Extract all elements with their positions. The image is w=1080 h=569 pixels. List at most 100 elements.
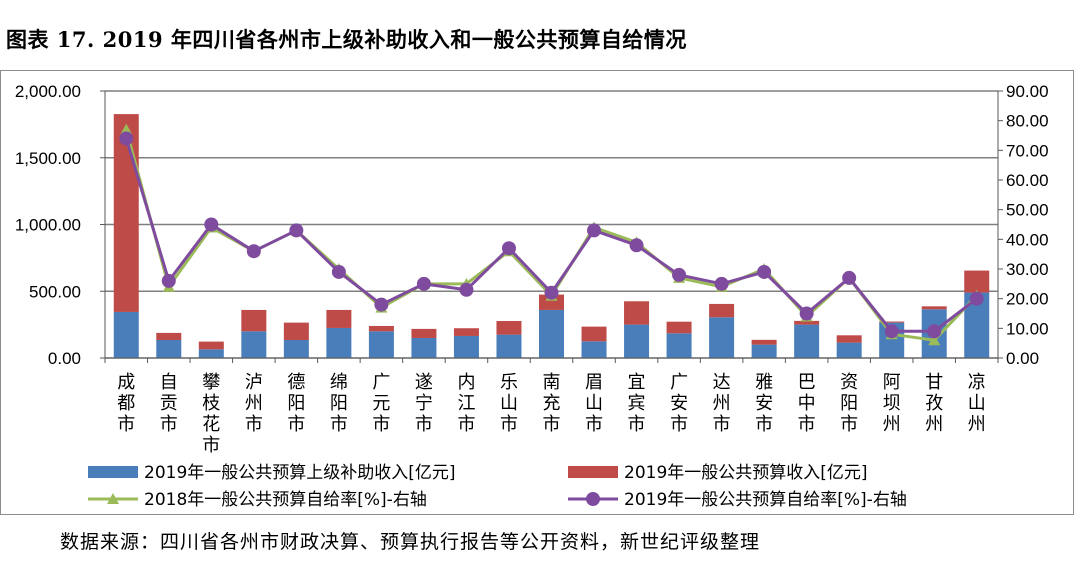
category-label-13: 广 — [670, 372, 688, 393]
rate-2019-point-11 — [587, 223, 602, 238]
category-label-0: 市 — [117, 414, 135, 435]
rate-2019-point-16 — [799, 306, 814, 321]
bar-subsidy-15 — [751, 344, 777, 358]
bar-subsidy-13 — [666, 333, 692, 358]
bar-subsidy-8 — [453, 335, 479, 358]
bar-subsidy-17 — [836, 342, 862, 358]
category-label-11: 山 — [585, 393, 603, 414]
legend: 2019年一般公共预算上级补助收入[亿元] 2019年一般公共预算收入[亿元] 20… — [88, 463, 907, 510]
source-note: 数据来源：四川省各州市财政决算、预算执行报告等公开资料，新世纪评级整理 — [60, 531, 761, 553]
category-label-10: 市 — [543, 414, 561, 435]
category-label-13: 安 — [670, 393, 688, 414]
bar-budget-9 — [496, 321, 522, 335]
rate-2019-point-13 — [672, 267, 687, 282]
right-axis-tick-label: 80.00 — [1006, 112, 1049, 131]
chart-frame — [0, 70, 1074, 515]
category-label-18: 阿 — [883, 372, 901, 393]
left-axis-tick-label: 1,000.00 — [15, 216, 81, 235]
rate-2019-point-2 — [204, 217, 219, 232]
bar-budget-19 — [921, 306, 947, 310]
right-axis-tick-label: 50.00 — [1006, 201, 1049, 220]
right-axis-tick-label: 90.00 — [1006, 82, 1049, 101]
category-label-2: 攀 — [202, 372, 220, 393]
rate-2019-point-10 — [544, 285, 559, 300]
rate-2019-point-6 — [374, 297, 389, 312]
legend-swatch-1 — [568, 466, 618, 478]
bar-budget-16 — [794, 320, 820, 325]
rate-2019-point-15 — [757, 264, 772, 279]
bar-subsidy-11 — [581, 341, 607, 358]
category-label-19: 甘 — [925, 372, 943, 393]
category-label-6: 元 — [372, 393, 390, 414]
bar-subsidy-6 — [368, 331, 394, 358]
rate-2019-point-9 — [501, 241, 516, 256]
category-label-8: 江 — [457, 393, 475, 414]
bar-subsidy-16 — [794, 324, 820, 358]
rate-2019-point-18 — [884, 324, 899, 339]
category-label-2: 市 — [202, 435, 220, 456]
category-labels: 成都市自贡市攀枝花市泸州市德阳市绵阳市广元市遂宁市内江市乐山市南充市眉山市宜宾市… — [117, 372, 985, 456]
rate-2019-point-17 — [842, 270, 857, 285]
category-label-2: 枝 — [202, 393, 220, 414]
category-label-14: 州 — [713, 393, 731, 414]
bar-budget-6 — [368, 325, 394, 332]
bar-budget-8 — [453, 328, 479, 336]
bar-budget-20 — [964, 270, 990, 293]
category-label-9: 山 — [500, 393, 518, 414]
category-label-9: 市 — [500, 414, 518, 435]
bar-budget-2 — [198, 341, 224, 350]
category-label-16: 中 — [798, 393, 816, 414]
category-label-5: 市 — [330, 414, 348, 435]
bar-budget-5 — [326, 309, 352, 328]
bar-subsidy-9 — [496, 334, 522, 358]
rate-2019-point-19 — [927, 324, 942, 339]
bar-budget-4 — [283, 322, 309, 340]
category-label-8: 内 — [457, 372, 475, 393]
category-label-17: 阳 — [840, 393, 858, 414]
bar-budget-7 — [411, 328, 437, 338]
rate-2018-point-19 — [928, 334, 941, 346]
category-label-1: 自 — [160, 372, 178, 393]
category-label-5: 阳 — [330, 393, 348, 414]
legend-label-3: 2019年一般公共预算自给率[%]-右轴 — [624, 490, 907, 510]
bar-budget-14 — [709, 303, 735, 318]
category-label-3: 市 — [245, 414, 263, 435]
bar-layer — [113, 114, 990, 358]
category-label-4: 阳 — [287, 393, 305, 414]
category-label-15: 安 — [755, 393, 773, 414]
right-axis-tick-label: 70.00 — [1006, 141, 1049, 160]
category-label-4: 德 — [287, 372, 305, 393]
legend-marker-3 — [586, 492, 600, 506]
category-label-18: 坝 — [883, 393, 901, 414]
rate-2019-point-7 — [416, 276, 431, 291]
axes: 0.00 500.00 1,000.00 1,500.00 2,000.00 0.00 10… — [15, 82, 1049, 368]
category-label-6: 广 — [372, 372, 390, 393]
rate-2019-point-3 — [246, 244, 261, 259]
bar-budget-13 — [666, 321, 692, 334]
category-label-7: 遂 — [415, 372, 433, 393]
legend-marker-2 — [107, 493, 119, 504]
rate-2019-point-1 — [161, 273, 176, 288]
bar-budget-17 — [836, 335, 862, 343]
category-label-20: 山 — [968, 393, 986, 414]
right-axis-tick-label: 10.00 — [1006, 319, 1049, 338]
legend-swatch-0 — [88, 466, 138, 478]
bar-subsidy-7 — [411, 337, 437, 358]
category-label-12: 市 — [628, 414, 646, 435]
rate-2019-point-4 — [289, 223, 304, 238]
category-label-19: 孜 — [925, 393, 943, 414]
right-axis-tick-label: 60.00 — [1006, 171, 1049, 190]
bar-subsidy-10 — [539, 309, 564, 358]
figure-title: 图表 17. 2019 年四川省各州市上级补助收入和一般公共预算自给情况 — [6, 27, 687, 52]
category-label-16: 巴 — [798, 372, 816, 393]
category-label-12: 宾 — [628, 393, 646, 414]
bar-budget-3 — [241, 309, 267, 332]
category-label-2: 花 — [202, 414, 220, 435]
category-label-15: 雅 — [755, 372, 773, 393]
rate-2019-point-0 — [119, 131, 134, 146]
bar-subsidy-0 — [113, 311, 139, 358]
category-label-0: 都 — [117, 393, 135, 414]
category-label-12: 宜 — [628, 372, 646, 393]
legend-label-2: 2018年一般公共预算自给率[%]-右轴 — [144, 490, 427, 510]
